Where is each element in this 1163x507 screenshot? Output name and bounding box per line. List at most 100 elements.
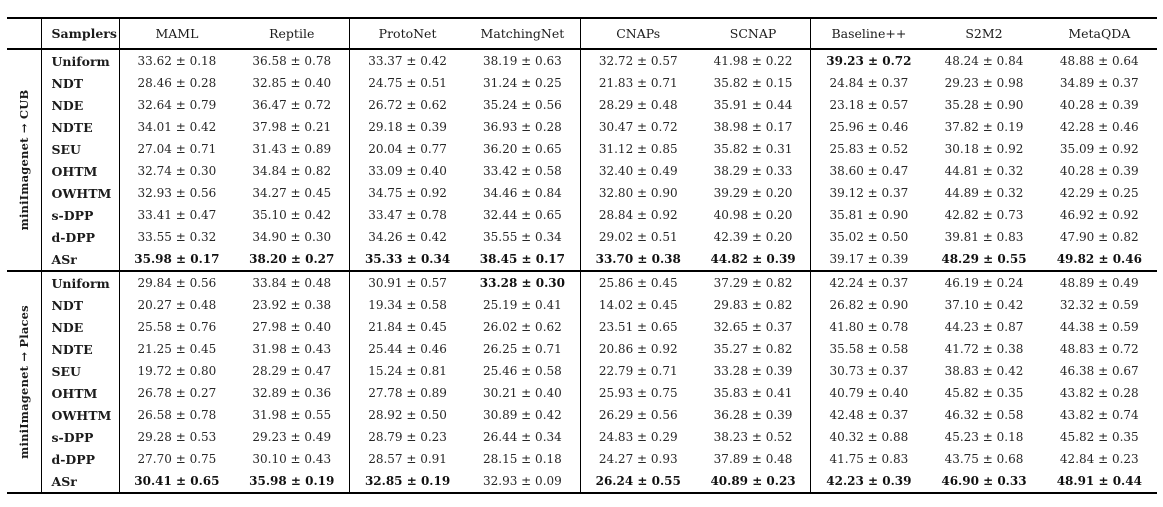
value-cell: 45.82 ± 0.35 bbox=[944, 386, 1024, 400]
value-cell: 35.82 ± 0.31 bbox=[713, 142, 793, 156]
value-cell: 37.82 ± 0.19 bbox=[944, 120, 1024, 134]
value-cell: 31.98 ± 0.43 bbox=[252, 342, 332, 356]
value-cell: 40.28 ± 0.39 bbox=[1059, 164, 1139, 178]
value-cell: 46.38 ± 0.67 bbox=[1059, 364, 1139, 378]
value-cell: 14.02 ± 0.45 bbox=[579, 294, 696, 316]
sampler-label: Uniform bbox=[40, 271, 119, 294]
value-cell: 35.09 ± 0.92 bbox=[1059, 142, 1139, 156]
value-cell: 21.83 ± 0.71 bbox=[579, 72, 696, 94]
value-cell: 34.26 ± 0.42 bbox=[349, 226, 465, 248]
value-cell: 27.70 ± 0.75 bbox=[118, 448, 235, 470]
table-row: s-DPP 29.28 ± 0.53 29.23 ± 0.49 28.79 ± 0.2… bbox=[7, 426, 1157, 448]
value-cell: 26.25 ± 0.71 bbox=[483, 342, 562, 356]
value-cell: 35.83 ± 0.41 bbox=[713, 386, 793, 400]
value-cell: 35.55 ± 0.34 bbox=[483, 230, 562, 244]
value-cell: 44.82 ± 0.39 bbox=[710, 252, 796, 266]
value-cell: 32.72 ± 0.57 bbox=[579, 49, 696, 72]
value-cell: 27.78 ± 0.89 bbox=[349, 382, 465, 404]
value-cell: 32.80 ± 0.90 bbox=[579, 182, 696, 204]
table-row: SEU 19.72 ± 0.80 28.29 ± 0.47 15.24 ± 0.81 2… bbox=[7, 360, 1157, 382]
value-cell: 46.19 ± 0.24 bbox=[944, 276, 1024, 290]
value-cell: 28.29 ± 0.47 bbox=[252, 364, 332, 378]
value-cell: 35.33 ± 0.34 bbox=[349, 248, 465, 271]
value-cell: 34.84 ± 0.82 bbox=[252, 164, 332, 178]
sampler-label: NDT bbox=[40, 72, 119, 94]
value-cell: 36.20 ± 0.65 bbox=[483, 142, 562, 156]
value-cell: 32.85 ± 0.19 bbox=[349, 470, 465, 493]
value-cell: 29.83 ± 0.82 bbox=[713, 298, 793, 312]
table-row: d-DPP 27.70 ± 0.75 30.10 ± 0.43 28.57 ± 0.9… bbox=[7, 448, 1157, 470]
column-header-method: Reptile bbox=[269, 26, 315, 41]
value-cell: 20.27 ± 0.48 bbox=[118, 294, 235, 316]
value-cell: 31.12 ± 0.85 bbox=[579, 138, 696, 160]
value-cell: 26.78 ± 0.27 bbox=[118, 382, 235, 404]
value-cell: 28.92 ± 0.50 bbox=[349, 404, 465, 426]
value-cell: 39.12 ± 0.37 bbox=[810, 182, 927, 204]
value-cell: 41.98 ± 0.22 bbox=[713, 54, 793, 68]
value-cell: 44.38 ± 0.59 bbox=[1059, 320, 1139, 334]
value-cell: 21.84 ± 0.45 bbox=[349, 316, 465, 338]
value-cell: 24.84 ± 0.37 bbox=[810, 72, 927, 94]
sampler-label: NDE bbox=[40, 316, 119, 338]
value-cell: 40.79 ± 0.40 bbox=[810, 382, 927, 404]
value-cell: 41.72 ± 0.38 bbox=[944, 342, 1024, 356]
value-cell: 34.27 ± 0.45 bbox=[252, 186, 332, 200]
value-cell: 33.84 ± 0.48 bbox=[252, 276, 332, 290]
value-cell: 38.23 ± 0.52 bbox=[713, 430, 793, 444]
value-cell: 34.90 ± 0.30 bbox=[252, 230, 332, 244]
column-header-method: MAML bbox=[118, 18, 235, 49]
value-cell: 33.28 ± 0.30 bbox=[479, 276, 565, 290]
value-cell: 30.21 ± 0.40 bbox=[483, 386, 562, 400]
value-cell: 32.89 ± 0.36 bbox=[252, 386, 332, 400]
sampler-label: SEU bbox=[40, 360, 119, 382]
value-cell: 48.88 ± 0.64 bbox=[1059, 54, 1139, 68]
value-cell: 32.40 ± 0.49 bbox=[579, 160, 696, 182]
value-cell: 42.39 ± 0.20 bbox=[713, 230, 793, 244]
value-cell: 30.47 ± 0.72 bbox=[579, 116, 696, 138]
value-cell: 38.45 ± 0.17 bbox=[479, 252, 565, 266]
table-row: ASr 35.98 ± 0.17 38.20 ± 0.27 35.33 ± 0.34 3… bbox=[7, 248, 1157, 271]
table-row: miniImagenet → CUB Uniform 33.62 ± 0.18 36.… bbox=[7, 49, 1157, 271]
value-cell: 22.79 ± 0.71 bbox=[579, 360, 696, 382]
value-cell: 46.90 ± 0.33 bbox=[941, 474, 1027, 488]
table-row: OWHTM 26.58 ± 0.78 31.98 ± 0.55 28.92 ± 0.5… bbox=[7, 404, 1157, 426]
value-cell: 42.29 ± 0.25 bbox=[1059, 186, 1139, 200]
value-cell: 33.41 ± 0.47 bbox=[118, 204, 235, 226]
value-cell: 30.10 ± 0.43 bbox=[252, 452, 332, 466]
value-cell: 20.04 ± 0.77 bbox=[349, 138, 465, 160]
value-cell: 49.82 ± 0.46 bbox=[1056, 252, 1142, 266]
value-cell: 30.89 ± 0.42 bbox=[483, 408, 562, 422]
value-cell: 27.98 ± 0.40 bbox=[252, 320, 332, 334]
value-cell: 27.04 ± 0.71 bbox=[118, 138, 235, 160]
value-cell: 33.09 ± 0.40 bbox=[349, 160, 465, 182]
value-cell: 42.48 ± 0.37 bbox=[810, 404, 927, 426]
value-cell: 37.10 ± 0.42 bbox=[944, 298, 1024, 312]
value-cell: 36.47 ± 0.72 bbox=[252, 98, 332, 112]
value-cell: 25.93 ± 0.75 bbox=[579, 382, 696, 404]
value-cell: 38.98 ± 0.17 bbox=[713, 120, 793, 134]
value-cell: 41.80 ± 0.78 bbox=[810, 316, 927, 338]
value-cell: 33.62 ± 0.18 bbox=[118, 49, 235, 72]
value-cell: 25.83 ± 0.52 bbox=[810, 138, 927, 160]
column-header-method: SCNAP bbox=[729, 26, 777, 41]
table-row: NDT 20.27 ± 0.48 23.92 ± 0.38 19.34 ± 0.58 2… bbox=[7, 294, 1157, 316]
value-cell: 35.81 ± 0.90 bbox=[810, 204, 927, 226]
sampler-label: NDE bbox=[40, 94, 119, 116]
section-group-label: miniImagenet → Places bbox=[16, 305, 31, 459]
sampler-label: OWHTM bbox=[40, 182, 119, 204]
value-cell: 32.93 ± 0.56 bbox=[118, 182, 235, 204]
value-cell: 28.46 ± 0.28 bbox=[118, 72, 235, 94]
value-cell: 28.57 ± 0.91 bbox=[349, 448, 465, 470]
value-cell: 28.84 ± 0.92 bbox=[579, 204, 696, 226]
value-cell: 29.28 ± 0.53 bbox=[118, 426, 235, 448]
table-row: OWHTM 32.93 ± 0.56 34.27 ± 0.45 34.75 ± 0.9… bbox=[7, 182, 1157, 204]
value-cell: 28.15 ± 0.18 bbox=[483, 452, 562, 466]
table-section: miniImagenet → Places Uniform 29.84 ± 0.56… bbox=[7, 271, 1157, 493]
value-cell: 43.82 ± 0.74 bbox=[1059, 408, 1139, 422]
header-row: Samplers MAML Reptile ProtoNet MatchingN… bbox=[7, 18, 1157, 49]
corner-cell bbox=[7, 18, 41, 49]
value-cell: 29.23 ± 0.98 bbox=[944, 76, 1024, 90]
value-cell: 40.89 ± 0.23 bbox=[710, 474, 796, 488]
value-cell: 39.23 ± 0.72 bbox=[810, 49, 927, 72]
value-cell: 26.24 ± 0.55 bbox=[579, 470, 696, 493]
